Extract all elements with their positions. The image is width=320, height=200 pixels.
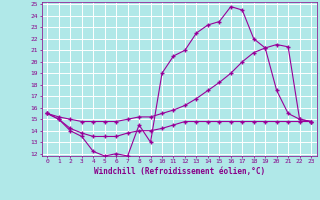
- X-axis label: Windchill (Refroidissement éolien,°C): Windchill (Refroidissement éolien,°C): [94, 167, 265, 176]
